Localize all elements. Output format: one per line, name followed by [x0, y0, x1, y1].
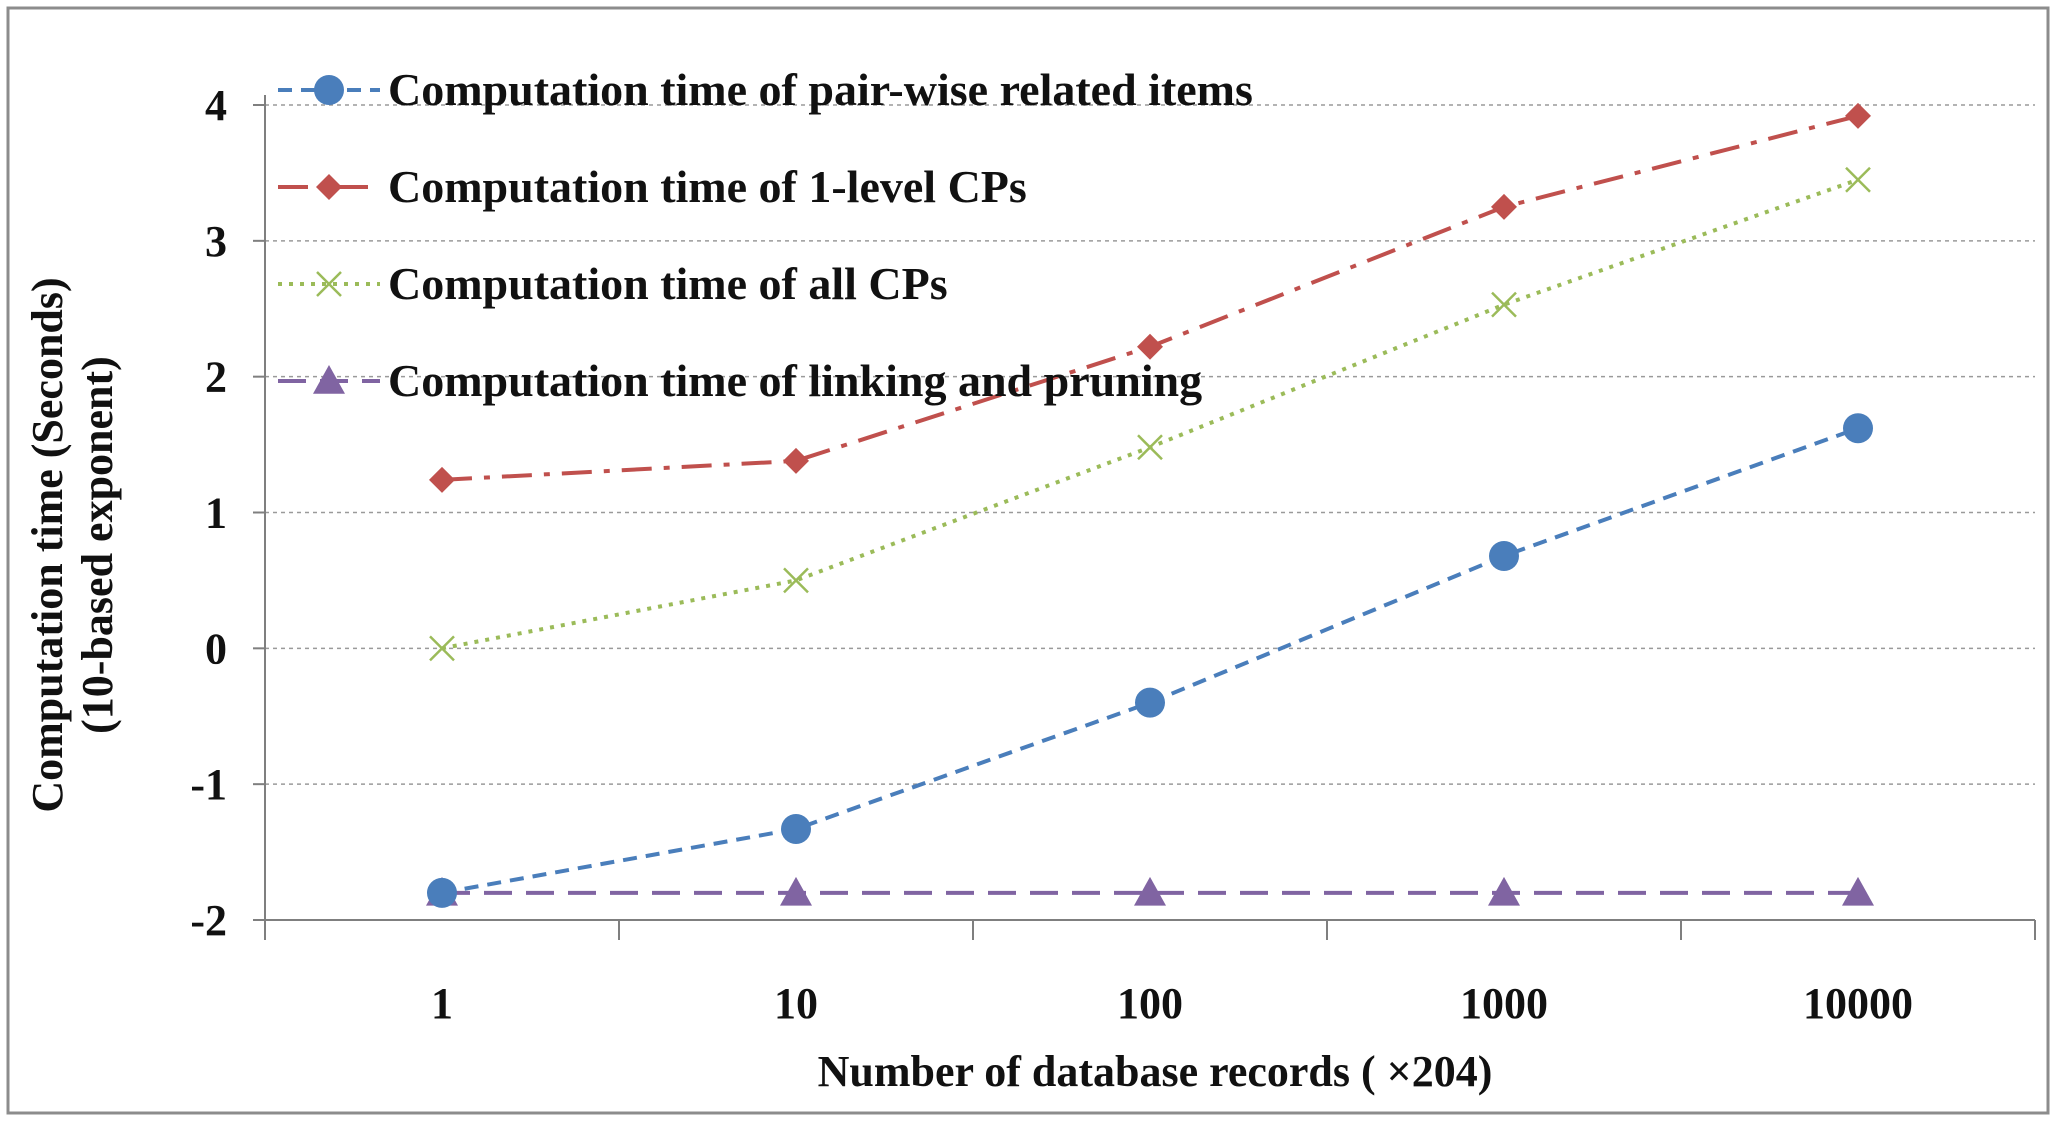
series-1-point-1	[783, 447, 809, 474]
series-1-point-2	[1137, 333, 1163, 360]
chart-border	[6, 6, 2050, 1115]
series-3-point-4	[1842, 876, 1874, 906]
series-3-point-2	[1134, 876, 1166, 906]
gridlines	[265, 104, 2035, 785]
y-axis-title-line2: (10-based exponent)	[73, 356, 122, 734]
series-2-point-4	[1845, 166, 1871, 193]
tick-labels: -2 -1 0 1 2 3 4 1 10 100 1000 10000	[190, 81, 1913, 1028]
legend-swatch-marker-0	[314, 75, 344, 105]
legend-item-2: Computation time of all CPs	[278, 258, 948, 309]
x-tick-label-3: 1000	[1460, 979, 1548, 1028]
series-1	[429, 102, 1871, 493]
series-0-point-0	[427, 877, 457, 908]
legend-item-0: Computation time of pair-wise related it…	[278, 64, 1253, 115]
series-0	[427, 413, 1873, 908]
y-tick-label-0: -2	[190, 896, 227, 945]
series-2-point-3	[1491, 291, 1517, 318]
x-tick-label-0: 1	[431, 979, 453, 1028]
legend-swatch-marker-3	[313, 365, 345, 394]
series-0-point-4	[1843, 413, 1873, 444]
y-tick-label-2: 0	[205, 624, 227, 673]
series-2-point-2	[1137, 434, 1163, 461]
legend-item-1: Computation time of 1-level CPs	[278, 161, 1027, 212]
series-3-point-1	[780, 876, 812, 906]
series-0-point-2	[1135, 687, 1165, 718]
series-1-point-4	[1845, 102, 1871, 129]
series-0-point-1	[781, 813, 811, 844]
y-tick-label-3: 1	[205, 489, 227, 538]
y-tick-label-1: -1	[190, 760, 227, 809]
series-line-0	[441, 426, 1859, 895]
series-1-point-3	[1491, 193, 1517, 220]
series-1-point-0	[429, 466, 455, 493]
series-0-point-3	[1489, 540, 1519, 571]
y-axis-title-line1: Computation time (Seconds)	[23, 277, 72, 812]
series-3-point-3	[1488, 876, 1520, 906]
y-axis-title: Computation time (Seconds) (10-based exp…	[23, 277, 122, 812]
x-tick-label-1: 10	[774, 979, 818, 1028]
legend-swatch-marker-1	[316, 174, 342, 200]
series-2-point-1	[783, 567, 809, 594]
series-group	[426, 102, 1874, 908]
x-axis-title: Number of database records ( ×204)	[818, 1047, 1493, 1096]
legend-swatch-marker-2	[316, 271, 342, 297]
series-2	[429, 166, 1871, 662]
legend-label-2: Computation time of all CPs	[388, 258, 948, 309]
series-2-point-0	[429, 635, 455, 662]
x-tick-label-2: 100	[1117, 979, 1183, 1028]
legend-label-3: Computation time of linking and pruning	[388, 355, 1202, 406]
y-tick-label-5: 3	[205, 217, 227, 266]
y-tick-label-4: 2	[205, 353, 227, 402]
legend-item-3: Computation time of linking and pruning	[278, 355, 1202, 406]
legend: Computation time of pair-wise related it…	[278, 64, 1253, 406]
y-tick-label-6: 4	[205, 81, 227, 130]
axes	[253, 95, 2036, 940]
legend-label-0: Computation time of pair-wise related it…	[388, 64, 1253, 115]
x-tick-label-4: 10000	[1803, 979, 1913, 1028]
legend-label-1: Computation time of 1-level CPs	[388, 161, 1027, 212]
